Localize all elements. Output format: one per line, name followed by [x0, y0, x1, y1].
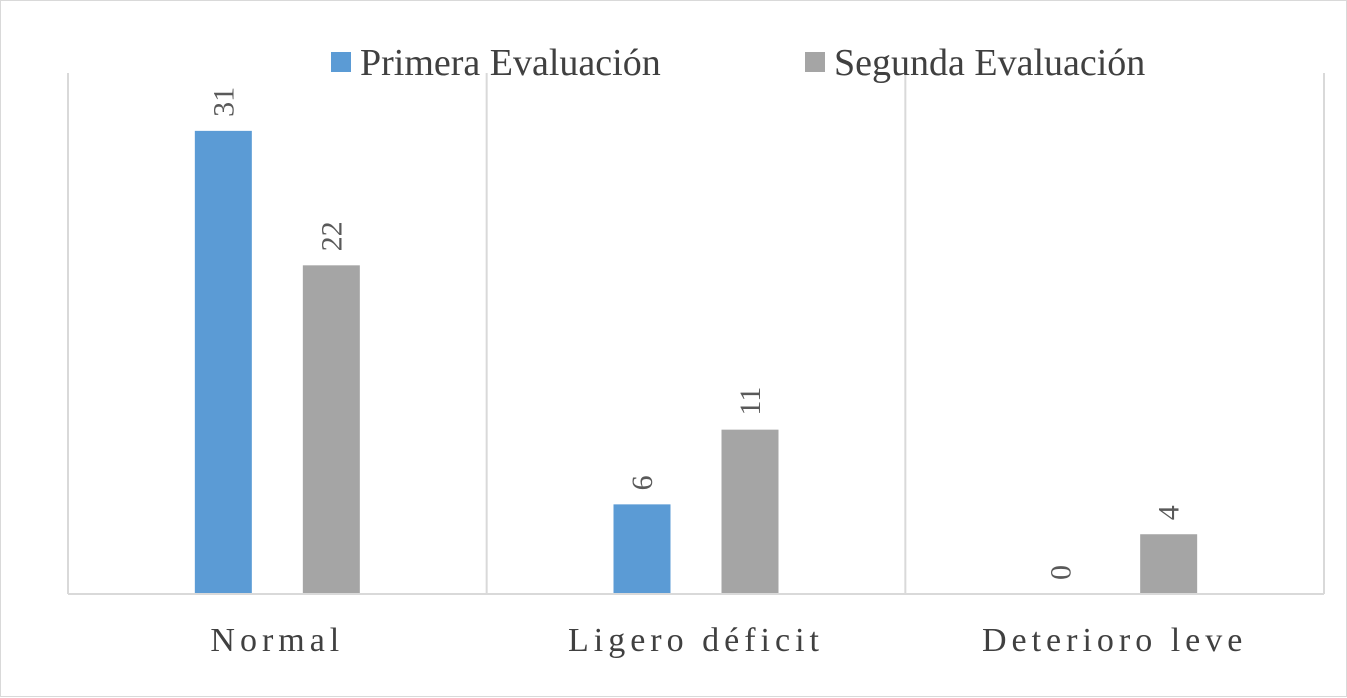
- bar-ligero-déficit-series-1: [613, 504, 671, 594]
- data-label-3-series-2: 4: [1153, 505, 1186, 520]
- legend-label-1: Primera Evaluación: [360, 42, 661, 84]
- legend-label-2: Segunda Evaluación: [834, 42, 1145, 84]
- category-gridlines: [67, 73, 1325, 594]
- legend: Primera Evaluación Segunda Evaluación: [331, 42, 1145, 84]
- category-label-3: Deterioro leve: [982, 622, 1247, 659]
- data-label-1-series-1: 31: [207, 87, 240, 117]
- category-labels: Normal Ligero déficit Deterioro leve: [210, 622, 1247, 659]
- bar-normal-series-1: [194, 130, 252, 595]
- data-label-1-series-2: 22: [315, 221, 348, 251]
- bars: [194, 130, 1198, 595]
- legend-swatch-1: [331, 52, 351, 72]
- data-label-2-series-1: 6: [626, 475, 659, 490]
- category-label-2: Ligero déficit: [568, 622, 824, 659]
- data-labels: 31 6 0 22 11 4: [207, 87, 1185, 580]
- bar-normal-series-2: [302, 265, 360, 594]
- category-label-1: Normal: [210, 622, 344, 659]
- legend-swatch-2: [805, 52, 825, 72]
- bar-ligero-déficit-series-2: [721, 429, 779, 594]
- data-label-3-series-1: 0: [1045, 565, 1078, 580]
- bar-deterioro-leve-series-2: [1140, 534, 1198, 594]
- data-label-2-series-2: 11: [734, 387, 767, 416]
